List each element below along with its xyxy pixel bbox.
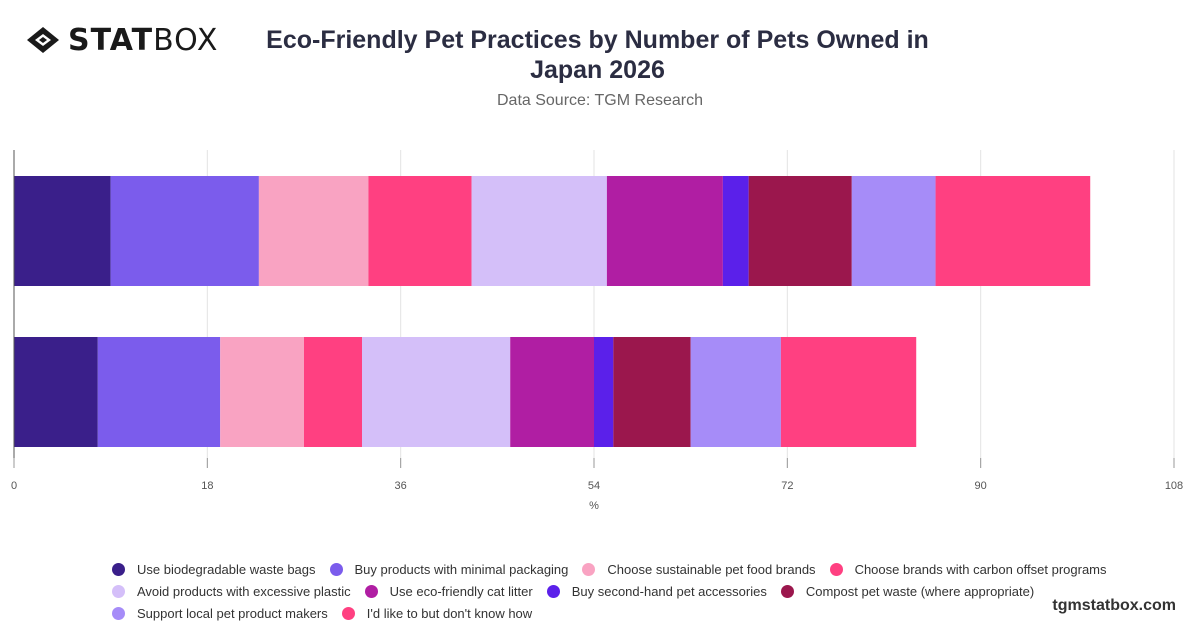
- legend-swatch: [341, 606, 355, 620]
- legend-row: Support local pet product makers I'd like…: [112, 602, 1112, 624]
- x-tick-label: 72: [781, 480, 793, 492]
- legend-swatch: [112, 562, 125, 576]
- bar-segment: [14, 176, 111, 286]
- bar-segment: [304, 337, 362, 447]
- bar-segment: [510, 337, 594, 447]
- legend-label: Compost pet waste (where appropriate): [805, 583, 1035, 599]
- legend-label: Choose brands with carbon offset program…: [854, 561, 1107, 577]
- bar-segment: [368, 176, 472, 286]
- bar-segment: [97, 337, 221, 447]
- statbox-logo[interactable]: STATBOX: [26, 22, 218, 58]
- legend-item[interactable]: I'd like to but don't know how: [341, 605, 533, 621]
- bar-segment: [722, 176, 749, 286]
- legend-item[interactable]: Use biodegradable waste bags: [112, 562, 316, 577]
- legend-row: Avoid products with excessive plastic Use…: [112, 580, 1112, 602]
- bar-segment: [258, 176, 369, 286]
- bar-segment: [594, 337, 614, 447]
- bar-segment: [748, 176, 852, 286]
- legend-label: Support local pet product makers: [137, 605, 328, 621]
- bar-segment: [935, 176, 1091, 286]
- legend-item[interactable]: Choose brands with carbon offset program…: [829, 561, 1107, 577]
- legend-swatch: [780, 584, 794, 598]
- legend-label: Buy products with minimal packaging: [354, 561, 569, 577]
- legend-label: Use biodegradable waste bags: [137, 561, 316, 577]
- bar-segment: [780, 337, 917, 447]
- legend-swatch: [112, 606, 125, 620]
- bar-segment: [220, 337, 304, 447]
- bar-segment: [690, 337, 781, 447]
- logo-text-bold: STAT: [68, 22, 154, 58]
- bar-segment: [110, 176, 259, 286]
- x-tick-label: 18: [201, 480, 213, 492]
- legend-item[interactable]: Choose sustainable pet food brands: [582, 561, 816, 577]
- x-tick-label: 90: [975, 480, 987, 492]
- legend-swatch: [112, 584, 125, 598]
- legend-item[interactable]: Compost pet waste (where appropriate): [780, 583, 1035, 599]
- bar-segment: [613, 337, 691, 447]
- bar-segment: [14, 337, 98, 447]
- x-tick-label: 54: [588, 480, 600, 492]
- x-tick-label: 0: [11, 480, 17, 492]
- legend-swatch: [829, 562, 843, 576]
- x-tick-label: 36: [395, 480, 407, 492]
- legend-swatch: [546, 584, 560, 598]
- legend-item[interactable]: Support local pet product makers: [112, 606, 328, 621]
- legend-label: Choose sustainable pet food brands: [607, 561, 816, 577]
- legend-label: Buy second-hand pet accessories: [571, 583, 767, 599]
- stacked-bar-chart: 0 18 36 54 72 90 108%: [11, 150, 1183, 512]
- diamond-logo-icon: [27, 27, 59, 53]
- footer-site-link[interactable]: tgmstatbox.com: [1052, 597, 1176, 614]
- chart-legend: Use biodegradable waste bags Buy products…: [112, 558, 1112, 624]
- legend-label: Use eco-friendly cat litter: [389, 583, 533, 599]
- legend-item[interactable]: Avoid products with excessive plastic: [112, 584, 351, 599]
- legend-label: Avoid products with excessive plastic: [137, 583, 351, 599]
- legend-item[interactable]: Use eco-friendly cat litter: [364, 583, 533, 599]
- legend-item[interactable]: Buy products with minimal packaging: [329, 561, 569, 577]
- bar-segment: [606, 176, 723, 286]
- logo-text-light: BOX: [153, 22, 219, 58]
- x-tick-label: 108: [1165, 480, 1183, 492]
- legend-label: I'd like to but don't know how: [366, 605, 533, 621]
- legend-item[interactable]: Buy second-hand pet accessories: [546, 583, 767, 599]
- x-axis-title: %: [589, 500, 599, 512]
- bar-segment: [362, 337, 511, 447]
- chart-subtitle: Data Source: TGM Research: [496, 92, 703, 109]
- chart-title: Eco-Friendly Pet Practices by Number of …: [266, 26, 929, 84]
- legend-swatch: [329, 562, 343, 576]
- bar-segment: [471, 176, 607, 286]
- legend-row: Use biodegradable waste bags Buy products…: [112, 558, 1112, 580]
- logo-wordmark: STATBOX: [68, 23, 218, 58]
- bar-segment: [851, 176, 936, 286]
- legend-swatch: [582, 562, 596, 576]
- legend-swatch: [364, 584, 378, 598]
